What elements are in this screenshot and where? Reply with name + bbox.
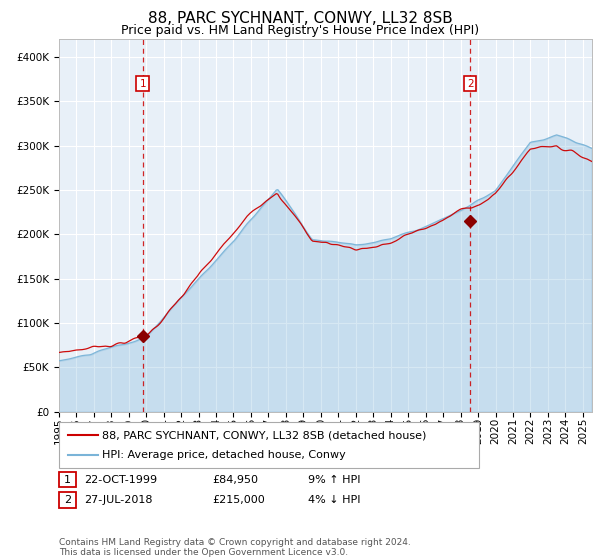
Text: 2: 2 xyxy=(64,495,71,505)
Text: 1: 1 xyxy=(64,475,71,484)
Text: HPI: Average price, detached house, Conwy: HPI: Average price, detached house, Conw… xyxy=(102,450,346,460)
Text: £84,950: £84,950 xyxy=(212,475,258,484)
Text: 1: 1 xyxy=(139,78,146,88)
Text: 9% ↑ HPI: 9% ↑ HPI xyxy=(308,475,360,484)
Text: 88, PARC SYCHNANT, CONWY, LL32 8SB (detached house): 88, PARC SYCHNANT, CONWY, LL32 8SB (deta… xyxy=(102,431,427,441)
Text: 88, PARC SYCHNANT, CONWY, LL32 8SB: 88, PARC SYCHNANT, CONWY, LL32 8SB xyxy=(148,11,452,26)
Text: 22-OCT-1999: 22-OCT-1999 xyxy=(85,475,158,484)
Text: 27-JUL-2018: 27-JUL-2018 xyxy=(85,495,153,505)
Text: 4% ↓ HPI: 4% ↓ HPI xyxy=(308,495,360,505)
Text: 2: 2 xyxy=(467,78,473,88)
Text: Contains HM Land Registry data © Crown copyright and database right 2024.
This d: Contains HM Land Registry data © Crown c… xyxy=(59,538,410,557)
Text: £215,000: £215,000 xyxy=(212,495,265,505)
Text: Price paid vs. HM Land Registry's House Price Index (HPI): Price paid vs. HM Land Registry's House … xyxy=(121,24,479,36)
